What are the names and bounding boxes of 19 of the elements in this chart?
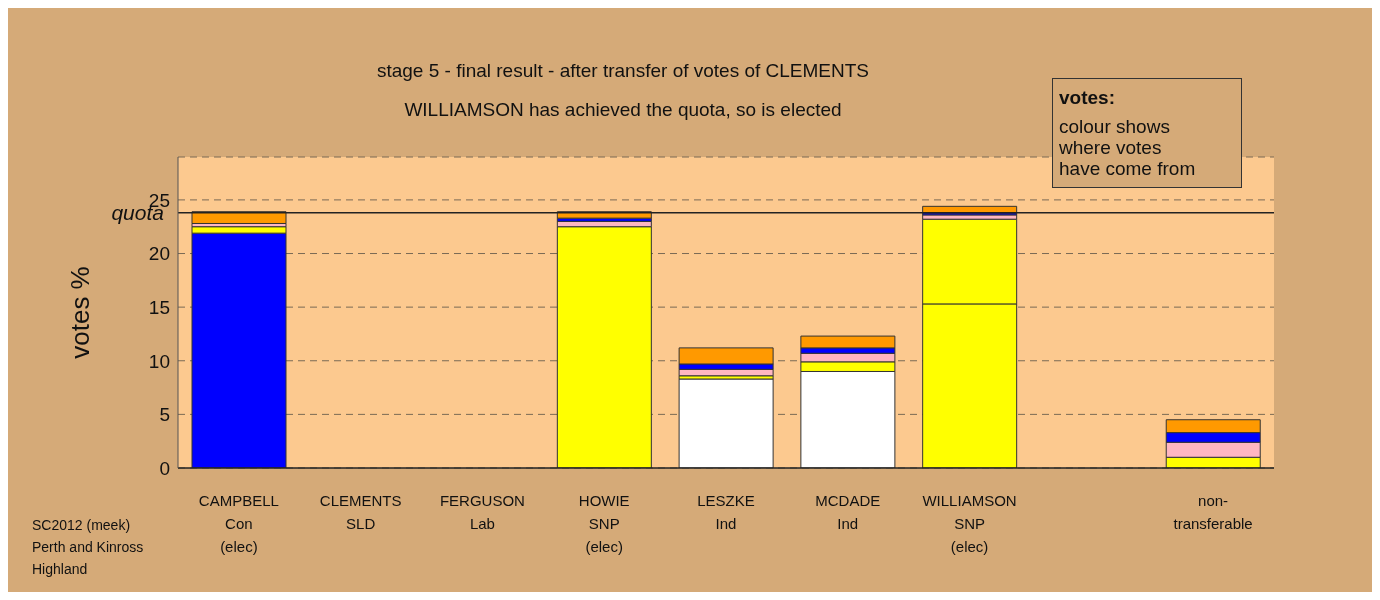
y-tick-label: 15	[148, 296, 170, 318]
chart-subtitle: WILLIAMSON has achieved the quota, so is elected	[404, 99, 842, 120]
y-tick-label: 20	[148, 243, 170, 265]
x-tick-label: CLEMENTS SLD	[319, 492, 402, 532]
x-tick-label: LESZKE Ind	[697, 492, 755, 532]
annotation: colour shows where votes have come from	[1059, 116, 1197, 179]
y-tick-label: 5	[159, 404, 170, 426]
chart-title: stage 5 - final result - after transfer of votes of CLEMENTS	[375, 60, 871, 82]
y-axis-title: votes %	[65, 266, 96, 359]
x-tick-label: FERGUSON Lab	[439, 492, 525, 532]
x-tick-label: MCDADE Ind	[815, 492, 881, 532]
note-box: votes: colour shows where votes have come from	[1052, 78, 1242, 188]
text: SC2012 (meek) Perth and Kinross Highland	[32, 516, 144, 579]
y-tick-label: 10	[148, 350, 170, 372]
x-tick-label: non- transferable	[1173, 492, 1253, 532]
x-tick-label: CAMPBELL Con (elec)	[198, 492, 279, 555]
y-tick-label: 0	[159, 457, 170, 479]
x-tick-label: HOWIE SNP (elec)	[578, 492, 630, 555]
x-tick-label: WILLIAMSON SNP (elec)	[922, 492, 1017, 555]
